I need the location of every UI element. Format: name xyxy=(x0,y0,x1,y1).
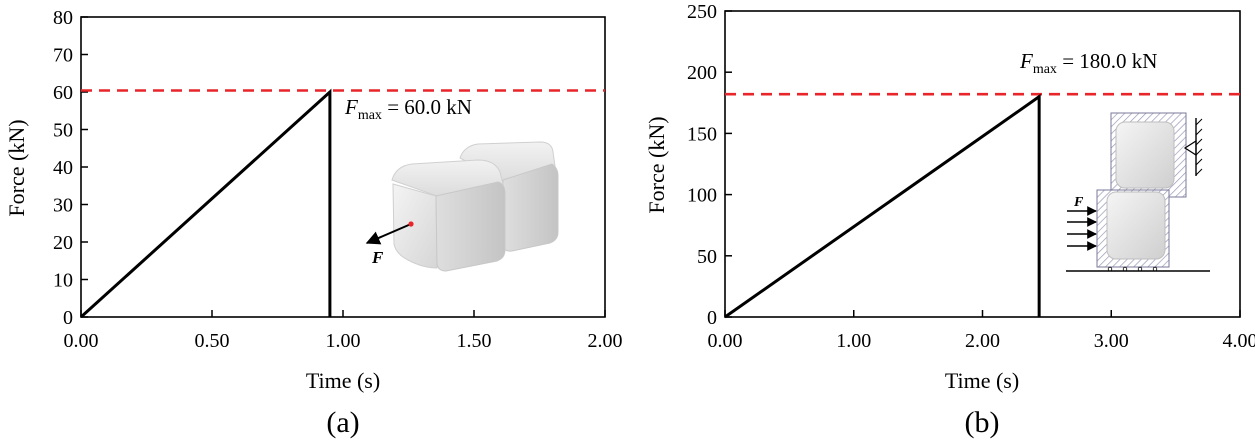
chart-panel-b: 0.00 1.00 2.00 3.00 4.00 0 50 100 150 200 250 Fmax… xyxy=(644,1,1255,439)
y-tick-label: 50 xyxy=(697,246,717,268)
panel-label-b: (b) xyxy=(965,406,1000,439)
chart-panel-a: 0.00 0.50 1.00 1.50 2.00 0 10 20 30 40 50 60 70 80 Fm… xyxy=(4,7,623,439)
y-tick-label: 40 xyxy=(53,157,73,179)
y-tick-label: 200 xyxy=(687,62,717,84)
y-tick-label: 250 xyxy=(687,1,717,23)
x-tick-label: 2.00 xyxy=(965,330,1000,352)
x-tick-label: 3.00 xyxy=(1094,330,1129,352)
fmax-value-a: = 60.0 kN xyxy=(382,95,472,119)
x-tick-label: 1.50 xyxy=(457,330,492,352)
x-tick-label: 2.00 xyxy=(588,330,623,352)
y-tick-label: 20 xyxy=(53,232,73,254)
force-time-series-b xyxy=(724,93,1041,319)
tick-labels-b: 0.00 1.00 2.00 3.00 4.00 0 50 100 150 200 250 xyxy=(687,1,1255,352)
fmax-symbol-a: F xyxy=(344,95,358,119)
panel-label-a: (a) xyxy=(326,406,359,439)
x-tick-label: 4.00 xyxy=(1223,330,1255,352)
y-tick-label: 70 xyxy=(53,45,73,67)
y-tick-label: 30 xyxy=(53,195,73,217)
tick-labels-a: 0.00 0.50 1.00 1.50 2.00 0 10 20 30 40 50 60 70 80 xyxy=(53,7,623,352)
y-tick-label: 0 xyxy=(63,307,73,329)
y-axis-label-a: Force (kN) xyxy=(4,119,29,216)
tick-marks-b xyxy=(724,10,1241,318)
y-tick-label: 80 xyxy=(53,7,73,29)
max-force-annotation-a: Fmax = 60.0 kN xyxy=(344,95,472,123)
y-tick-label: 60 xyxy=(53,82,73,104)
force-time-series-a xyxy=(79,88,332,319)
x-axis-label-b: Time (s) xyxy=(945,368,1019,393)
y-axis-label-b: Force (kN) xyxy=(644,116,669,213)
y-tick-label: 150 xyxy=(687,123,717,145)
fmax-value-b: = 180.0 kN xyxy=(1057,49,1158,73)
stacked-blocks-inset: F xyxy=(1066,112,1210,272)
inset-force-label-b: F xyxy=(1073,195,1084,210)
y-tick-label: 50 xyxy=(53,120,73,142)
y-tick-label: 10 xyxy=(53,270,73,292)
y-tick-label: 100 xyxy=(687,185,717,207)
fmax-subscript-b: max xyxy=(1033,62,1057,77)
x-tick-label: 0.00 xyxy=(64,330,99,352)
x-tick-label: 1.00 xyxy=(326,330,361,352)
fmax-symbol-b: F xyxy=(1019,49,1033,73)
tick-marks-a xyxy=(80,16,606,318)
y-tick-label: 0 xyxy=(707,307,717,329)
x-axis-label-a: Time (s) xyxy=(306,368,380,393)
x-tick-label: 0.00 xyxy=(708,330,743,352)
max-force-annotation-b: Fmax = 180.0 kN xyxy=(1019,49,1157,77)
two-cube-inset: F xyxy=(365,141,559,272)
inset-force-label-a: F xyxy=(371,248,384,267)
x-tick-label: 0.50 xyxy=(195,330,230,352)
x-tick-label: 1.00 xyxy=(836,330,871,352)
fmax-subscript-a: max xyxy=(358,108,382,123)
